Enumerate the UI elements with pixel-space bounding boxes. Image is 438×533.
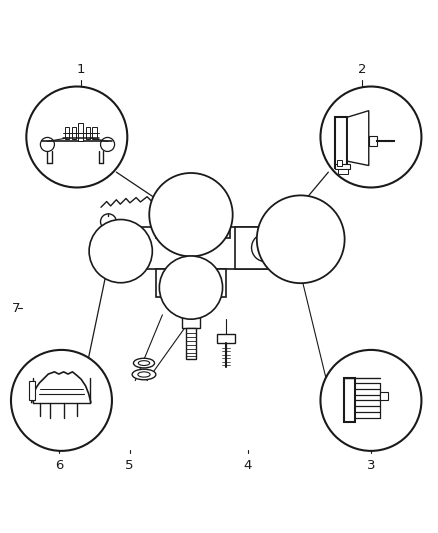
Bar [187, 212, 194, 217]
Circle shape [256, 196, 344, 283]
Bar [92, 127, 96, 139]
Circle shape [168, 281, 178, 292]
Circle shape [320, 350, 420, 451]
Bar [234, 227, 285, 269]
Text: 2: 2 [357, 62, 366, 76]
Circle shape [198, 281, 209, 292]
Bar [217, 334, 234, 343]
Circle shape [11, 350, 112, 451]
Bar [186, 199, 196, 208]
Polygon shape [346, 111, 368, 166]
Bar [182, 297, 199, 328]
Text: 5: 5 [125, 459, 134, 472]
Bar [337, 169, 347, 174]
Bar [99, 236, 127, 260]
Text: 4: 4 [243, 459, 252, 472]
Ellipse shape [133, 358, 154, 368]
Circle shape [105, 240, 120, 255]
Bar [125, 227, 285, 269]
Bar [334, 164, 350, 169]
Bar [336, 160, 342, 166]
Bar [65, 127, 69, 139]
Text: 3: 3 [366, 459, 374, 472]
Text: 6: 6 [55, 459, 64, 472]
Bar [334, 117, 346, 168]
Circle shape [251, 233, 279, 262]
Circle shape [149, 173, 232, 256]
Circle shape [89, 220, 152, 282]
Bar [343, 378, 354, 422]
Bar [28, 381, 35, 400]
Bar [78, 123, 83, 141]
Circle shape [320, 86, 420, 188]
Ellipse shape [138, 361, 149, 366]
Bar [379, 392, 387, 400]
Ellipse shape [132, 369, 155, 379]
Bar [85, 127, 90, 139]
Bar [71, 127, 76, 139]
Bar [155, 208, 230, 238]
Circle shape [26, 86, 127, 188]
Bar [155, 269, 226, 297]
Text: 7: 7 [12, 302, 21, 314]
Bar [185, 328, 196, 359]
Circle shape [100, 214, 116, 230]
Bar [368, 136, 376, 146]
Ellipse shape [138, 372, 150, 377]
Text: 1: 1 [77, 62, 85, 76]
Circle shape [159, 256, 222, 319]
